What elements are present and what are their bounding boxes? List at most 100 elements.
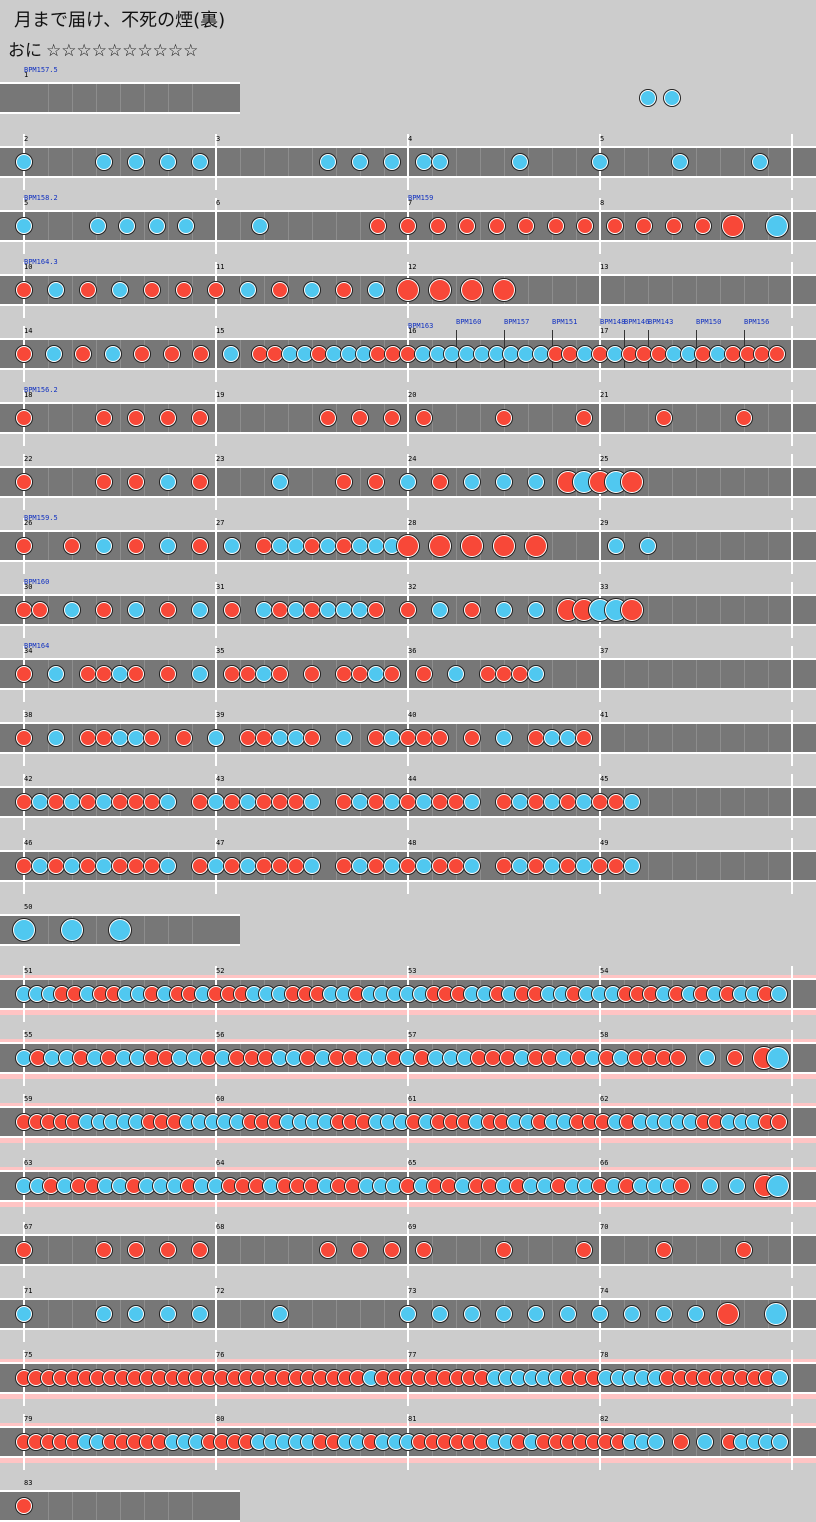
ka-note	[608, 538, 624, 554]
don-note	[16, 858, 32, 874]
ka-note	[473, 346, 490, 362]
ka-note	[192, 602, 208, 618]
beat-line	[696, 724, 697, 752]
beat-line	[768, 852, 769, 880]
don-note	[368, 474, 384, 490]
beat-line	[96, 916, 97, 944]
don-note	[32, 602, 48, 618]
measure-number: 71	[24, 1287, 33, 1295]
beat-line	[264, 404, 265, 432]
beat-line	[624, 212, 625, 240]
ka-note	[288, 730, 304, 746]
beat-line	[360, 212, 361, 240]
beat-line	[312, 148, 313, 176]
don-note	[651, 346, 668, 362]
measure-number: 50	[24, 903, 33, 911]
don-note	[267, 346, 284, 362]
beat-line	[744, 852, 745, 880]
ka-note	[560, 1306, 576, 1322]
ka-note	[160, 474, 176, 490]
beat-line	[240, 212, 241, 240]
beat-line	[288, 148, 289, 176]
don-note	[656, 1242, 672, 1258]
big-don-note	[721, 215, 744, 237]
don-note	[176, 282, 192, 298]
beat-line	[576, 276, 577, 304]
beat-line	[48, 1492, 49, 1520]
don-note	[400, 346, 416, 362]
beat-line	[648, 596, 649, 624]
don-note	[160, 602, 176, 618]
beat-line	[192, 84, 193, 112]
big-don-note	[621, 471, 643, 493]
measure-number: 19	[216, 391, 225, 399]
beat-line	[192, 276, 193, 304]
don-note	[48, 858, 64, 874]
ka-note	[464, 794, 480, 810]
beat-line	[96, 84, 97, 112]
don-note	[128, 794, 144, 810]
don-note	[674, 1178, 691, 1194]
beat-line	[48, 916, 49, 944]
beat-line	[360, 276, 361, 304]
don-note	[224, 858, 240, 874]
beat-line	[144, 148, 145, 176]
beat-line	[720, 148, 721, 176]
bpm-change-label: BPM160	[24, 578, 50, 586]
don-note	[134, 346, 151, 362]
don-note	[128, 410, 144, 426]
bpm-change-label: BPM156.2	[24, 386, 58, 394]
barline	[215, 198, 217, 254]
beat-line	[120, 148, 121, 176]
beat-line	[672, 1236, 673, 1264]
barline	[599, 390, 601, 446]
don-note	[384, 1242, 400, 1258]
don-note	[560, 858, 576, 874]
beat-line	[48, 468, 49, 496]
don-note	[769, 346, 786, 362]
ka-note	[432, 1306, 448, 1322]
don-note	[224, 794, 240, 810]
ka-note	[752, 154, 768, 170]
ka-note	[464, 858, 480, 874]
beat-line	[456, 148, 457, 176]
barline	[791, 582, 793, 638]
don-note	[304, 538, 320, 554]
beat-line	[288, 1236, 289, 1264]
don-note	[352, 1242, 368, 1258]
don-note	[368, 794, 384, 810]
measure-number: 64	[216, 1159, 225, 1167]
ka-note	[697, 1434, 714, 1450]
measure-number: 83	[24, 1479, 33, 1487]
measure-number: 18	[24, 391, 33, 399]
don-note	[400, 730, 416, 746]
measure-number: 81	[408, 1415, 417, 1423]
ka-note	[368, 666, 384, 682]
beat-line	[384, 1300, 385, 1328]
beat-line	[744, 1044, 745, 1072]
ka-note	[528, 602, 544, 618]
don-note	[665, 218, 682, 234]
ka-note	[320, 154, 336, 170]
ka-note	[352, 794, 368, 810]
barline	[215, 390, 217, 446]
beat-line	[696, 596, 697, 624]
don-note	[771, 1114, 788, 1130]
beat-line	[456, 532, 457, 560]
beat-line	[696, 148, 697, 176]
beat-line	[768, 1236, 769, 1264]
beat-line	[672, 404, 673, 432]
barline	[791, 966, 793, 1022]
beat-line	[240, 468, 241, 496]
beat-line	[648, 276, 649, 304]
beat-line	[504, 148, 505, 176]
beat-line	[240, 148, 241, 176]
don-note	[16, 794, 32, 810]
barline	[599, 518, 601, 574]
big-ka-note	[765, 1303, 787, 1325]
barline	[407, 390, 409, 446]
beat-line	[312, 1300, 313, 1328]
ka-note	[355, 346, 372, 362]
measure-number: 73	[408, 1287, 417, 1295]
measure-number: 12	[408, 263, 417, 271]
